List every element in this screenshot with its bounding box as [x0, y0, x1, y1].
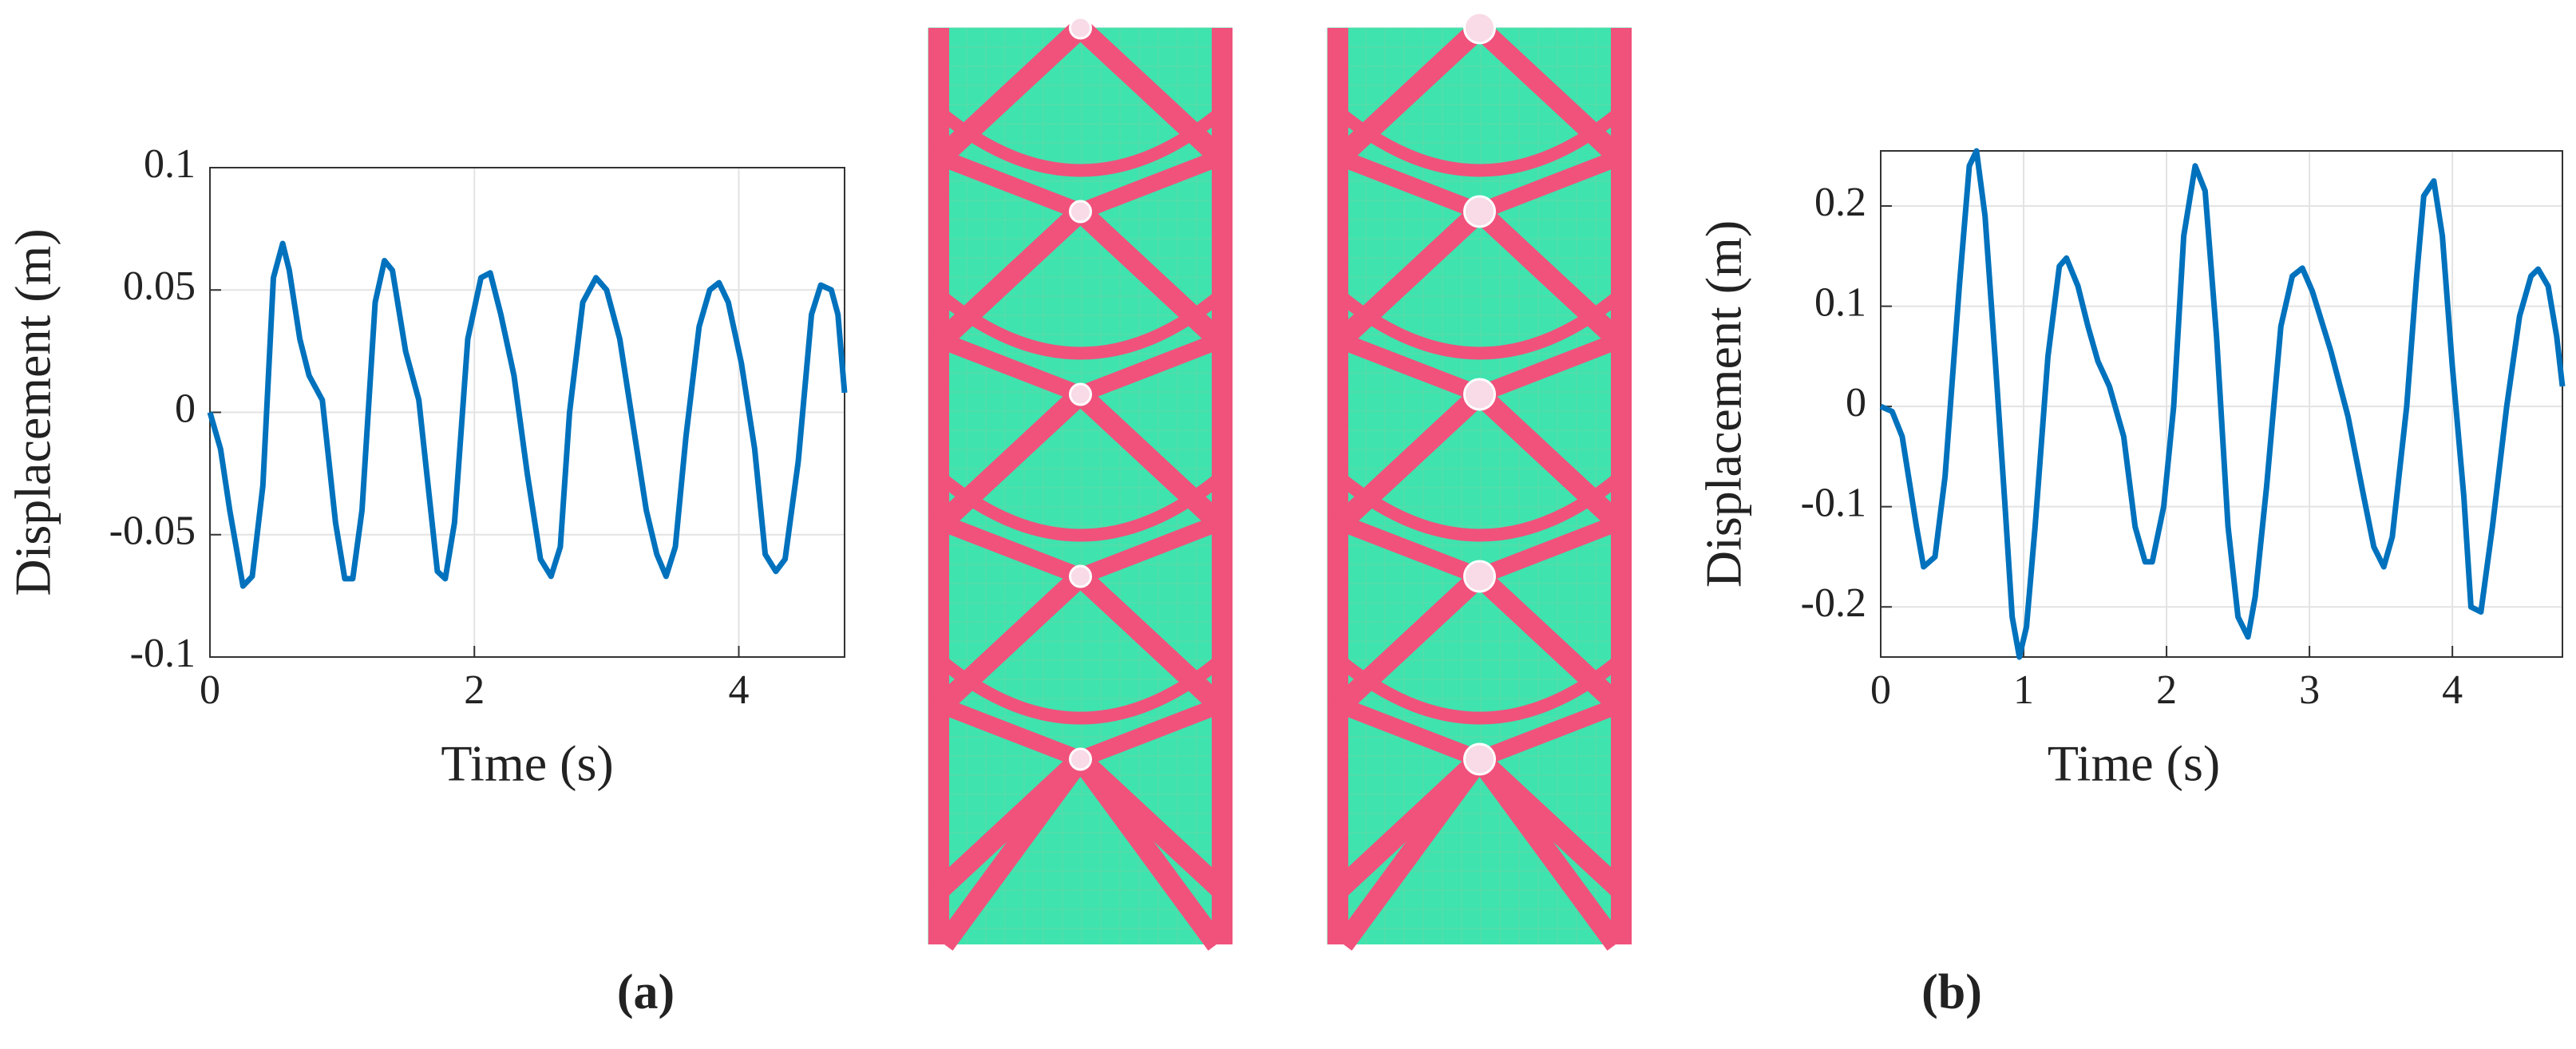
member [932, 568, 1088, 716]
node [1069, 200, 1092, 224]
member [1472, 568, 1628, 716]
member [936, 148, 1084, 220]
x-tick-label: 2 [2156, 667, 2177, 713]
topology-images [928, 11, 1632, 951]
member [934, 470, 1227, 542]
member [1077, 148, 1225, 220]
member [1072, 753, 1225, 951]
member [1476, 696, 1624, 767]
y-axis-label: Displacement (m) [5, 228, 61, 596]
y-tick-label: 0.1 [1814, 280, 1866, 326]
member [1471, 753, 1624, 951]
member [1472, 20, 1628, 168]
x-tick-label: 0 [1870, 667, 1891, 713]
member [936, 513, 1084, 584]
node [1463, 742, 1496, 776]
member [1335, 753, 1488, 951]
plot-frame [1880, 150, 2563, 658]
member [1073, 386, 1229, 534]
member [934, 288, 1227, 360]
y-tick-label: -0.2 [1801, 580, 1866, 626]
member [1335, 513, 1483, 584]
y-tick-label: -0.05 [109, 509, 196, 554]
x-tick-label: 0 [200, 667, 220, 713]
member [936, 696, 1084, 767]
x-axis-label: Time (s) [2048, 735, 2220, 792]
member [1331, 386, 1487, 534]
member [1476, 513, 1624, 584]
node [1069, 747, 1092, 771]
member [1077, 331, 1225, 402]
member [1335, 148, 1483, 220]
member [932, 386, 1088, 534]
x-axis-label: Time (s) [441, 735, 613, 792]
member [1073, 568, 1229, 716]
data-line [1879, 148, 2566, 660]
member [932, 20, 1088, 168]
member [1472, 386, 1628, 534]
panel-label: (b) [1921, 965, 1982, 1019]
node [1069, 16, 1092, 40]
y-tick-label: -0.1 [1801, 481, 1866, 526]
member [936, 753, 1089, 951]
node [1463, 560, 1496, 593]
x-tick-label: 4 [729, 667, 750, 713]
member [934, 653, 1227, 725]
y-tick-label: 0.05 [123, 263, 196, 309]
member [1333, 288, 1626, 360]
member [1476, 331, 1624, 402]
member [932, 204, 1088, 351]
member [1472, 204, 1628, 351]
y-tick-label: -0.1 [130, 631, 196, 676]
member [1331, 204, 1487, 351]
y-tick-label: 0.2 [1814, 180, 1866, 225]
x-tick-label: 3 [2299, 667, 2320, 713]
y-tick-label: 0.1 [144, 141, 196, 187]
member [1331, 20, 1487, 168]
node [1069, 564, 1092, 588]
member [1476, 148, 1624, 220]
member [1335, 696, 1483, 767]
y-tick-label: 0 [1846, 380, 1866, 426]
member [934, 105, 1227, 177]
member [1333, 653, 1626, 725]
panel-label: (a) [617, 965, 675, 1019]
data-line [207, 240, 848, 589]
member [1077, 696, 1225, 767]
member [1335, 331, 1483, 402]
member [1073, 20, 1229, 168]
member [936, 331, 1084, 402]
node [1463, 195, 1496, 228]
x-tick-label: 1 [2013, 667, 2034, 713]
y-axis-label: Displacement (m) [1696, 220, 1752, 588]
member [1077, 513, 1225, 584]
node [1069, 382, 1092, 406]
member [1333, 470, 1626, 542]
member [1331, 568, 1487, 716]
x-tick-label: 2 [464, 667, 485, 713]
member [1073, 204, 1229, 351]
y-tick-label: 0 [175, 386, 196, 431]
node [1463, 378, 1496, 411]
node [1463, 11, 1496, 45]
member [1333, 105, 1626, 177]
x-tick-label: 4 [2442, 667, 2463, 713]
